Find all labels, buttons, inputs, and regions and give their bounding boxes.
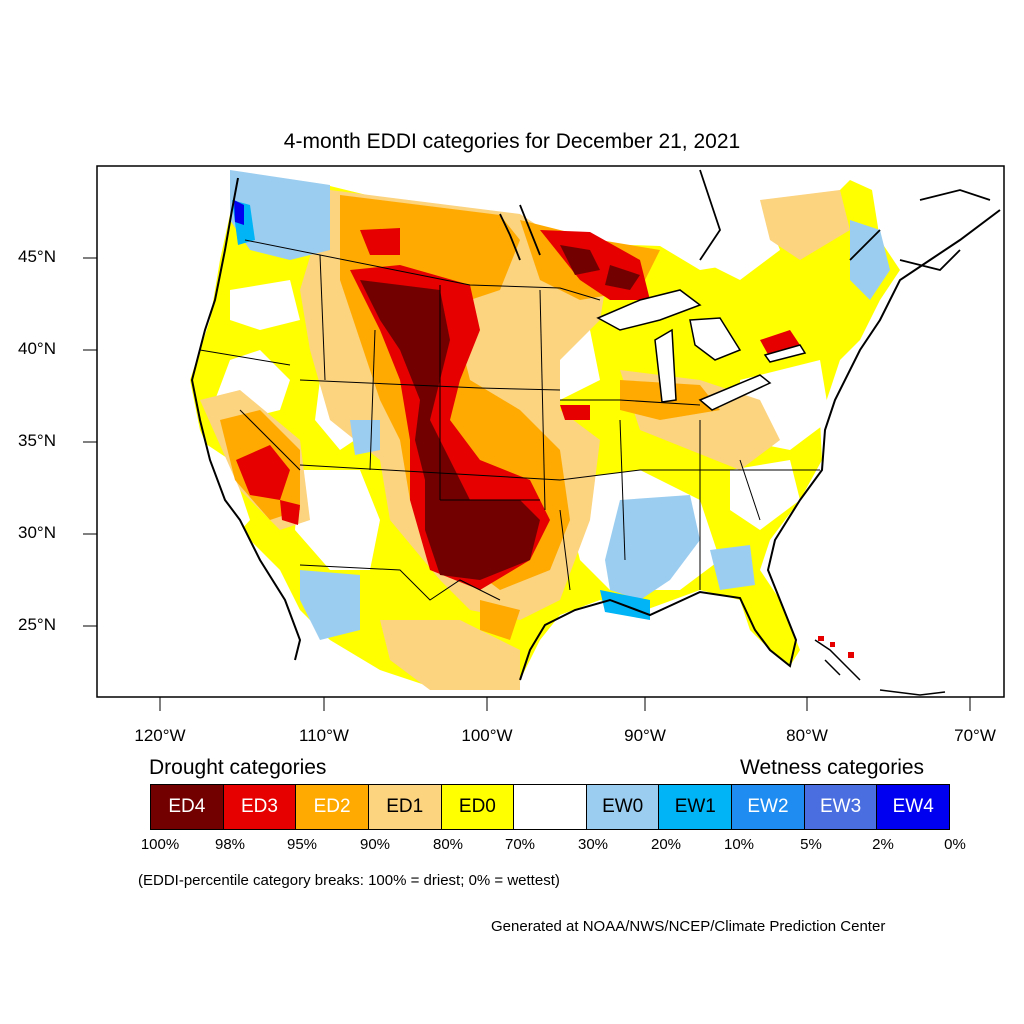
lon-label-80w: 80°W xyxy=(786,726,828,745)
legend-cell-ed3: ED3 xyxy=(223,785,297,829)
lon-label-120w: 120°W xyxy=(134,726,186,745)
percentile-break-20: 20% xyxy=(650,836,682,853)
percentile-break-90: 90% xyxy=(359,836,391,853)
legend-cell-ew0: EW0 xyxy=(586,785,660,829)
caribbean-red-dots xyxy=(818,636,854,658)
canada-coast xyxy=(499,169,991,271)
legend-cell-ed4: ED4 xyxy=(151,785,224,829)
percentile-break-10: 10% xyxy=(723,836,755,853)
lat-label-40: 40°N xyxy=(18,339,56,358)
lat-ticks xyxy=(83,257,97,627)
ed4-regions xyxy=(360,245,640,580)
percentile-break-95: 95% xyxy=(286,836,318,853)
lon-label-90w: 90°W xyxy=(624,726,666,745)
legend-cell-ew3: EW3 xyxy=(804,785,878,829)
legend-color-bar: ED4 ED3 ED2 ED1 ED0 EW0 EW1 EW2 EW3 EW4 xyxy=(150,784,950,830)
caribbean-islands xyxy=(814,639,946,696)
lon-ticks xyxy=(159,697,971,711)
boundary-lines xyxy=(199,239,820,601)
credit-line: Generated at NOAA/NWS/NCEP/Climate Predi… xyxy=(491,918,886,935)
lat-label-25: 25°N xyxy=(18,615,56,634)
wetness-categories-heading: Wetness categories xyxy=(740,756,925,779)
percentile-break-30: 30% xyxy=(577,836,609,853)
lat-label-45: 45°N xyxy=(18,247,56,266)
percentile-break-0: 0% xyxy=(944,836,966,853)
lat-label-30: 30°N xyxy=(18,523,56,542)
percentile-break-100: 100% xyxy=(140,836,180,853)
lon-label-110w: 110°W xyxy=(299,726,349,745)
legend-cell-ed0: ED0 xyxy=(441,785,515,829)
great-lakes xyxy=(596,289,807,411)
percentile-break-98: 98% xyxy=(214,836,246,853)
map-frame xyxy=(96,165,1005,698)
lon-label-70w: 70°W xyxy=(954,726,996,745)
legend-cell-ew1: EW1 xyxy=(659,785,733,829)
category-break-note: (EDDI-percentile category breaks: 100% =… xyxy=(138,872,560,889)
coastline xyxy=(190,177,1001,681)
drought-categories-heading: Drought categories xyxy=(149,756,327,779)
percentile-break-5: 5% xyxy=(800,836,822,853)
lon-label-100w: 100°W xyxy=(461,726,513,745)
eddi-map xyxy=(83,165,1005,711)
percentile-break-70: 70% xyxy=(504,836,536,853)
percentile-break-2: 2% xyxy=(872,836,894,853)
percentile-break-80: 80% xyxy=(432,836,464,853)
wetness-regions xyxy=(230,170,890,640)
legend-cell-neutral xyxy=(514,785,587,829)
legend-cell-ew4: EW4 xyxy=(877,785,950,829)
legend-cell-ew2: EW2 xyxy=(732,785,805,829)
legend-cell-ed2: ED2 xyxy=(296,785,369,829)
map-title: 4-month EDDI categories for December 21,… xyxy=(283,130,741,153)
legend-cell-ed1: ED1 xyxy=(368,785,442,829)
lat-label-35: 35°N xyxy=(18,431,56,450)
